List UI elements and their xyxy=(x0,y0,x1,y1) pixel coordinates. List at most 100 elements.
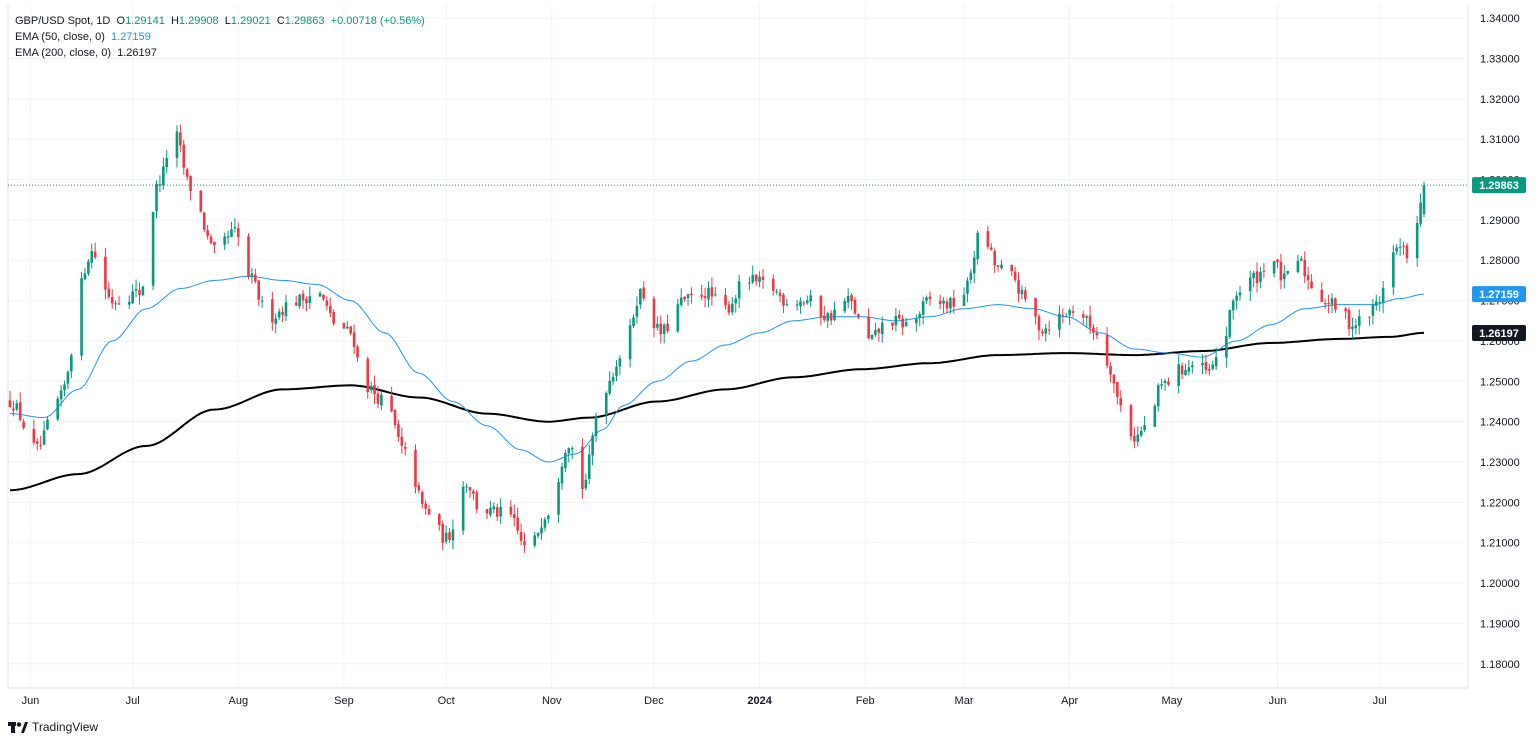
candle-body xyxy=(1334,298,1337,310)
candle-body xyxy=(328,306,332,314)
legend-ema50-value: 1.27159 xyxy=(111,31,151,43)
candle-body xyxy=(686,294,690,298)
candle-body xyxy=(547,515,550,520)
y-tick-label: 1.21000 xyxy=(1480,538,1520,550)
legend-ema50-row[interactable]: EMA (50, close, 0) 1.27159 xyxy=(15,29,425,45)
candle-body xyxy=(151,212,155,286)
candle-body xyxy=(461,486,465,531)
candle xyxy=(206,225,209,240)
candle-body xyxy=(1119,398,1123,406)
candle xyxy=(134,279,138,298)
candle-body xyxy=(32,428,36,443)
candle xyxy=(18,392,22,422)
candle-body xyxy=(18,402,22,421)
candle-body xyxy=(676,304,680,332)
candle xyxy=(346,321,349,330)
candle-body xyxy=(294,302,298,306)
candle xyxy=(727,300,731,316)
candle-body xyxy=(867,316,870,339)
candle-body xyxy=(656,323,659,328)
candle xyxy=(138,282,141,305)
candle xyxy=(1119,390,1123,413)
candle-body xyxy=(70,355,73,372)
candle-body xyxy=(833,309,836,320)
candle-body xyxy=(475,492,479,510)
candle-body xyxy=(110,297,114,304)
candle xyxy=(39,435,42,450)
candle-body xyxy=(584,479,588,489)
candle xyxy=(380,391,383,411)
candle-body xyxy=(1204,361,1208,371)
price-tags: 1.26197 1.27159 1.29863 xyxy=(1472,177,1526,342)
candle xyxy=(850,292,853,310)
candle xyxy=(1283,264,1286,289)
candle xyxy=(901,314,904,336)
candle-body xyxy=(448,532,451,540)
candle xyxy=(1000,260,1003,270)
candle-body xyxy=(202,212,206,230)
candle xyxy=(925,295,928,305)
candle-body xyxy=(734,298,738,304)
candle xyxy=(952,290,956,314)
candle xyxy=(1092,324,1095,340)
candle xyxy=(93,242,97,259)
candle xyxy=(1020,285,1024,300)
candle-body xyxy=(587,454,591,480)
candle xyxy=(1037,314,1041,341)
candle xyxy=(1129,403,1133,441)
candle xyxy=(448,527,451,543)
candle-body xyxy=(1395,247,1399,252)
candle-body xyxy=(819,295,823,317)
candle-body xyxy=(543,519,547,528)
candle xyxy=(1068,308,1071,325)
candle xyxy=(59,384,63,407)
candle xyxy=(165,149,169,174)
candle-body xyxy=(233,226,237,229)
legend-symbol[interactable]: GBP/USD Spot, 1D xyxy=(15,15,111,27)
candle-body xyxy=(1116,381,1119,397)
candle xyxy=(758,271,761,288)
candle xyxy=(35,438,39,451)
candle xyxy=(87,258,90,276)
candle-body xyxy=(1374,301,1378,306)
candle-body xyxy=(1201,362,1204,366)
candle xyxy=(996,265,1000,272)
candle-body xyxy=(1081,314,1085,318)
candle xyxy=(1163,378,1167,391)
tradingview-logo[interactable]: TradingView xyxy=(8,720,98,734)
candle xyxy=(690,287,693,304)
candle-body xyxy=(1044,328,1048,334)
candle-body xyxy=(1013,271,1017,280)
candle-body xyxy=(853,299,857,314)
candle xyxy=(802,300,806,307)
ema50-line xyxy=(9,275,1425,463)
candle xyxy=(209,233,213,245)
candle xyxy=(80,271,83,361)
ema200-layer xyxy=(9,331,1425,492)
candle xyxy=(877,327,881,342)
candle xyxy=(857,313,860,319)
candle-body xyxy=(567,448,571,454)
candle-body xyxy=(1156,385,1160,407)
candle-body xyxy=(349,326,353,334)
candle xyxy=(1156,383,1160,412)
candle-body xyxy=(380,394,383,406)
candle xyxy=(202,211,206,233)
candle xyxy=(271,291,274,331)
candle xyxy=(969,268,973,284)
candle xyxy=(1415,215,1419,267)
x-tick-label: Aug xyxy=(228,695,248,707)
candle xyxy=(110,289,114,309)
x-tick-label: Sep xyxy=(334,695,354,707)
candle xyxy=(581,438,584,499)
candle xyxy=(686,293,690,306)
candle-body xyxy=(83,273,87,280)
candle xyxy=(846,288,850,309)
candle-body xyxy=(15,403,19,410)
candle-body xyxy=(509,506,513,515)
legend-ema200-row[interactable]: EMA (200, close, 0) 1.26197 xyxy=(15,45,425,61)
candle xyxy=(938,294,942,310)
candle-body xyxy=(1303,260,1307,277)
